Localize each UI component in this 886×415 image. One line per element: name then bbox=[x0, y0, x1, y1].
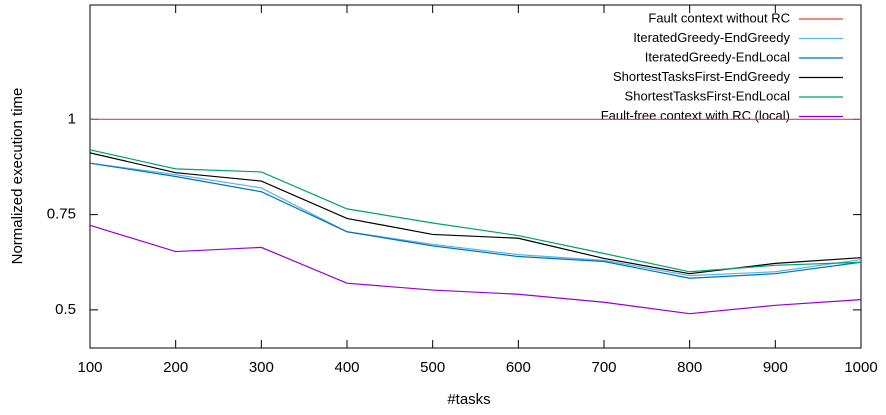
y-tick-label: 0.5 bbox=[55, 301, 76, 318]
x-tick-label: 1000 bbox=[844, 359, 877, 376]
legend-label: ShortestTasksFirst-EndGreedy bbox=[613, 69, 791, 84]
legend-label: ShortestTasksFirst-EndLocal bbox=[625, 88, 791, 103]
plot-frame bbox=[89, 4, 862, 349]
x-tick-label: 500 bbox=[420, 359, 445, 376]
x-tick-label: 800 bbox=[677, 359, 702, 376]
y-tick-label: 1 bbox=[68, 110, 76, 127]
series-line bbox=[89, 162, 862, 279]
x-tick-label: 300 bbox=[249, 359, 274, 376]
series-line bbox=[89, 152, 862, 275]
x-tick-label: 900 bbox=[763, 359, 788, 376]
y-tick-label: 0.75 bbox=[47, 206, 76, 223]
series-line bbox=[89, 162, 862, 277]
series-line bbox=[89, 224, 862, 315]
legend-label: Fault context without RC bbox=[648, 10, 790, 25]
x-tick-label: 200 bbox=[163, 359, 188, 376]
legend: Fault context without RC IteratedGreedy-E… bbox=[601, 10, 843, 123]
legend-label: IteratedGreedy-EndGreedy bbox=[633, 30, 790, 45]
x-tick-label: 400 bbox=[334, 359, 359, 376]
x-tick-label: 700 bbox=[591, 359, 616, 376]
legend-label: Fault-free context with RC (local) bbox=[601, 108, 790, 123]
series-line bbox=[89, 149, 862, 273]
legend-label: IteratedGreedy-EndLocal bbox=[645, 49, 790, 64]
x-axis-label: #tasks bbox=[447, 391, 490, 408]
x-tick-label: 600 bbox=[506, 359, 531, 376]
x-tick-label: 100 bbox=[77, 359, 102, 376]
y-axis-label: Normalized execution time bbox=[9, 88, 26, 265]
